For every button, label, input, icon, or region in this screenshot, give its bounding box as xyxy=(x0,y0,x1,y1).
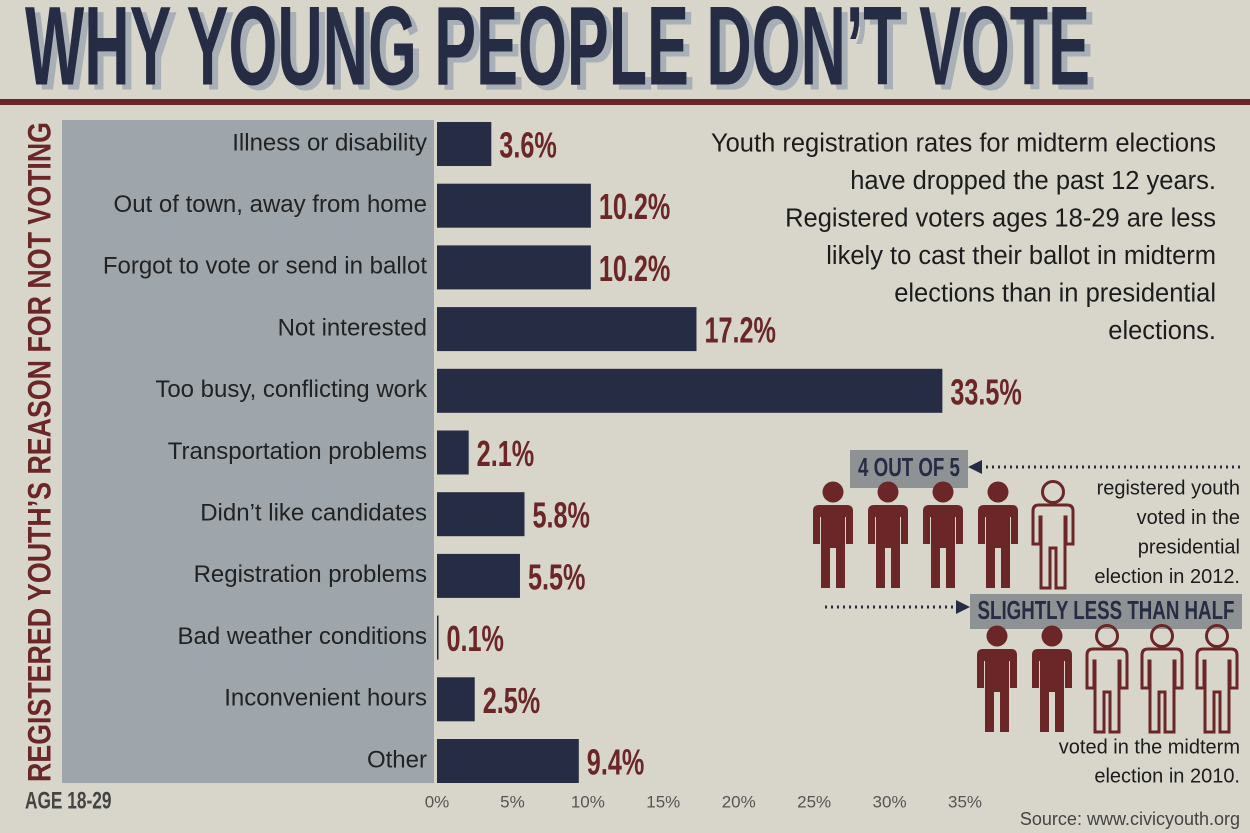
category-label: Other xyxy=(367,746,427,773)
x-tick-label: 30% xyxy=(873,792,907,811)
callout-text: registered youth xyxy=(1097,477,1240,499)
x-tick-label: 10% xyxy=(571,792,605,811)
source: Source: www.civicyouth.org xyxy=(1020,809,1240,829)
category-panel xyxy=(62,120,434,783)
value-label: 5.5% xyxy=(528,556,585,597)
category-label: Not interested xyxy=(278,314,427,341)
bar xyxy=(437,245,591,290)
category-label: Transportation problems xyxy=(168,438,427,465)
bar xyxy=(437,183,591,228)
x-tick-label: 20% xyxy=(722,792,756,811)
value-label: 33.5% xyxy=(950,371,1021,412)
callout-text: voted in the xyxy=(1137,507,1240,529)
category-label: Forgot to vote or send in ballot xyxy=(103,253,428,280)
callout-heading: 4 OUT OF 5 xyxy=(858,452,960,482)
title-rule xyxy=(0,99,1250,105)
callout-box xyxy=(850,450,968,488)
x-tick-label: 15% xyxy=(646,792,680,811)
description-line: likely to cast their ballot in midterm xyxy=(826,242,1216,270)
bar xyxy=(437,122,492,166)
bar xyxy=(437,553,520,598)
category-label: Bad weather conditions xyxy=(178,623,428,650)
category-label: Out of town, away from home xyxy=(114,191,427,218)
value-label: 9.4% xyxy=(587,742,644,783)
description-line: Registered voters ages 18-29 are less xyxy=(785,205,1216,233)
value-label: 0.1% xyxy=(447,618,504,659)
callout-box xyxy=(970,594,1242,629)
value-label: 2.1% xyxy=(477,433,534,474)
value-label: 5.8% xyxy=(532,495,589,536)
category-label: Didn’t like candidates xyxy=(200,500,427,527)
bar xyxy=(437,739,579,783)
chart-title: WHY YOUNG PEOPLE DON’T VOTE xyxy=(25,0,1090,109)
arrow-head xyxy=(968,460,982,474)
y-axis-label: REGISTERED YOUTH’S REASON FOR NOT VOTING xyxy=(21,122,57,782)
arrow-head xyxy=(956,600,970,614)
bar xyxy=(437,677,475,722)
callout-text: election in 2012. xyxy=(1094,566,1240,588)
value-label: 17.2% xyxy=(704,310,775,351)
value-label: 3.6% xyxy=(499,125,556,166)
x-tick-label: 0% xyxy=(425,792,450,811)
category-label: Inconvenient hours xyxy=(224,685,427,712)
bar xyxy=(437,307,697,352)
title-shadow: WHY YOUNG PEOPLE DON’T VOTE xyxy=(31,0,1096,114)
callout-text: voted in the midterm xyxy=(1059,736,1240,758)
description-line: elections than in presidential xyxy=(894,280,1216,308)
description-line: elections. xyxy=(1108,317,1216,345)
callout-text: presidential xyxy=(1138,536,1240,558)
value-label: 2.5% xyxy=(483,680,540,721)
category-label: Illness or disability xyxy=(232,129,427,156)
bar xyxy=(437,430,469,475)
value-label: 10.2% xyxy=(599,248,670,289)
value-label: 10.2% xyxy=(599,186,670,227)
x-tick-label: 35% xyxy=(948,792,982,811)
bar xyxy=(437,492,525,537)
category-label: Registration problems xyxy=(194,561,427,588)
callout-heading: SLIGHTLY LESS THAN HALF xyxy=(978,595,1235,625)
bar xyxy=(437,615,439,660)
age-note: AGE 18-29 xyxy=(25,787,111,814)
description-line: have dropped the past 12 years. xyxy=(850,167,1216,195)
bar xyxy=(437,368,943,413)
x-tick-label: 5% xyxy=(500,792,525,811)
category-label: Too busy, conflicting work xyxy=(155,376,428,403)
x-tick-label: 25% xyxy=(797,792,831,811)
description-line: Youth registration rates for midterm ele… xyxy=(711,130,1216,158)
callout-text: election in 2010. xyxy=(1094,765,1240,787)
